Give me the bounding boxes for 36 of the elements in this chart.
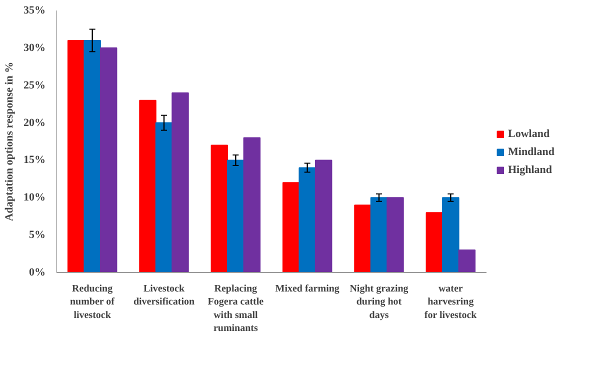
y-tick-label: 25% bbox=[24, 79, 46, 92]
y-axis-title: Adaptation options response in % bbox=[4, 62, 16, 222]
legend-label: Mindland bbox=[508, 146, 554, 158]
bar bbox=[426, 212, 444, 272]
bar bbox=[172, 92, 189, 272]
x-tick-label: Replacing Fogera cattle with small ruminants bbox=[208, 284, 264, 334]
y-tick-label: 0% bbox=[29, 266, 46, 278]
bar bbox=[243, 137, 261, 272]
bar bbox=[354, 204, 372, 272]
legend-label: Lowland bbox=[508, 128, 550, 140]
x-tick-label: Reducing number of livestock bbox=[70, 284, 116, 321]
y-tick-label: 15% bbox=[24, 154, 46, 166]
bar bbox=[100, 47, 118, 272]
bar bbox=[155, 122, 173, 272]
bar bbox=[386, 197, 404, 272]
bar bbox=[314, 160, 332, 272]
bar bbox=[458, 250, 476, 272]
bar bbox=[298, 167, 316, 272]
y-tick-label: 35% bbox=[24, 4, 46, 16]
x-tick-label: Night grazing during hot days bbox=[350, 284, 408, 321]
x-tick-label: Livestock diversification bbox=[133, 284, 195, 308]
bar bbox=[139, 100, 156, 272]
bar bbox=[370, 197, 388, 272]
legend-label: Highland bbox=[508, 164, 552, 176]
y-tick-label: 20% bbox=[24, 116, 46, 129]
bar bbox=[442, 197, 460, 272]
x-tick-label: water harvesring for livestock bbox=[424, 284, 478, 321]
y-tick-label: 10% bbox=[24, 192, 46, 204]
y-tick-label: 30% bbox=[24, 42, 46, 54]
bar bbox=[210, 144, 228, 272]
bar bbox=[227, 160, 244, 272]
y-tick-label: 5% bbox=[29, 229, 46, 242]
bar bbox=[84, 40, 101, 272]
bar bbox=[67, 40, 85, 272]
bar bbox=[282, 182, 300, 272]
x-tick-label: Mixed farming bbox=[275, 284, 340, 294]
